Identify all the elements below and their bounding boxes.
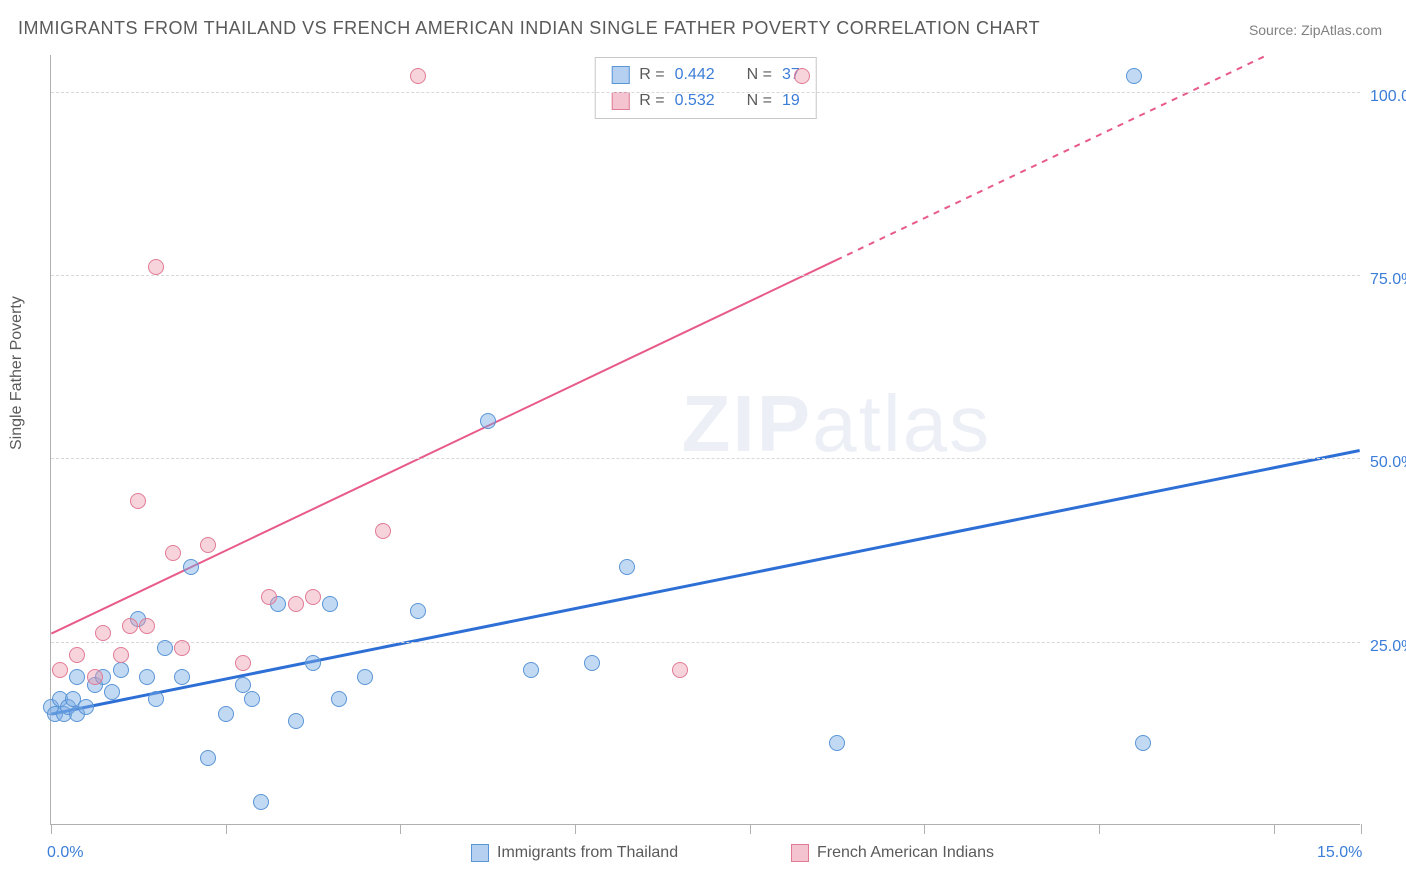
gridline — [51, 458, 1360, 459]
x-tick — [1274, 824, 1275, 834]
scatter-point-french — [113, 647, 129, 663]
x-tick — [575, 824, 576, 834]
y-tick-label: 100.0% — [1370, 88, 1406, 106]
scatter-point-thailand — [357, 669, 373, 685]
scatter-point-thailand — [200, 750, 216, 766]
scatter-point-french — [130, 493, 146, 509]
x-tick — [1361, 824, 1362, 834]
legend-swatch-blue — [611, 66, 629, 84]
scatter-point-french — [672, 662, 688, 678]
scatter-point-french — [69, 647, 85, 663]
scatter-point-thailand — [322, 596, 338, 612]
scatter-point-thailand — [253, 794, 269, 810]
x-tick — [750, 824, 751, 834]
scatter-point-french — [87, 669, 103, 685]
scatter-point-french — [261, 589, 277, 605]
x-tick — [1099, 824, 1100, 834]
legend-swatch-pink — [611, 92, 629, 110]
legend-bottom-thailand: Immigrants from Thailand — [471, 844, 678, 862]
scatter-point-french — [288, 596, 304, 612]
scatter-point-french — [139, 618, 155, 634]
legend-r-label: R = — [639, 66, 664, 84]
y-axis-label: Single Father Poverty — [8, 296, 26, 450]
scatter-point-thailand — [78, 699, 94, 715]
plot-area: ZIPatlas R =0.442N =37R =0.532N =19 25.0… — [50, 55, 1360, 825]
scatter-point-thailand — [218, 706, 234, 722]
trend-lines — [51, 55, 1360, 824]
scatter-point-thailand — [113, 662, 129, 678]
legend-n-label: N = — [747, 66, 772, 84]
source-label: Source: ZipAtlas.com — [1249, 22, 1382, 38]
legend-bottom-french: French American Indians — [791, 844, 994, 862]
scatter-point-thailand — [157, 640, 173, 656]
scatter-point-french — [174, 640, 190, 656]
scatter-point-french — [165, 545, 181, 561]
legend-row: R =0.442N =37 — [611, 62, 800, 88]
x-tick — [226, 824, 227, 834]
gridline — [51, 92, 1360, 93]
scatter-point-thailand — [183, 559, 199, 575]
scatter-point-french — [794, 68, 810, 84]
chart-title: IMMIGRANTS FROM THAILAND VS FRENCH AMERI… — [18, 18, 1040, 39]
x-tick-label: 0.0% — [47, 844, 83, 862]
y-tick-label: 75.0% — [1370, 271, 1406, 289]
scatter-point-thailand — [410, 603, 426, 619]
scatter-point-thailand — [244, 691, 260, 707]
scatter-point-thailand — [104, 684, 120, 700]
scatter-point-french — [375, 523, 391, 539]
legend-n-label: N = — [747, 92, 772, 110]
legend-swatch-icon — [791, 844, 809, 862]
scatter-point-thailand — [69, 669, 85, 685]
watermark-light: atlas — [812, 379, 991, 468]
scatter-point-thailand — [584, 655, 600, 671]
x-tick — [51, 824, 52, 834]
legend-box: R =0.442N =37R =0.532N =19 — [594, 57, 817, 119]
gridline — [51, 275, 1360, 276]
legend-series-label: French American Indians — [817, 844, 994, 862]
y-tick-label: 50.0% — [1370, 454, 1406, 472]
scatter-point-french — [52, 662, 68, 678]
legend-swatch-icon — [471, 844, 489, 862]
scatter-point-thailand — [305, 655, 321, 671]
legend-r-value: 0.442 — [675, 66, 715, 84]
scatter-point-thailand — [288, 713, 304, 729]
scatter-point-french — [305, 589, 321, 605]
scatter-point-thailand — [331, 691, 347, 707]
legend-series-label: Immigrants from Thailand — [497, 844, 678, 862]
scatter-point-thailand — [235, 677, 251, 693]
y-tick-label: 25.0% — [1370, 638, 1406, 656]
scatter-point-thailand — [480, 413, 496, 429]
x-tick — [924, 824, 925, 834]
scatter-point-thailand — [619, 559, 635, 575]
scatter-point-french — [410, 68, 426, 84]
scatter-point-french — [200, 537, 216, 553]
legend-r-label: R = — [639, 92, 664, 110]
scatter-point-french — [235, 655, 251, 671]
scatter-point-french — [148, 259, 164, 275]
gridline — [51, 642, 1360, 643]
x-tick-label: 15.0% — [1317, 844, 1362, 862]
scatter-point-french — [95, 625, 111, 641]
scatter-point-thailand — [139, 669, 155, 685]
scatter-point-thailand — [523, 662, 539, 678]
scatter-point-thailand — [148, 691, 164, 707]
scatter-point-thailand — [174, 669, 190, 685]
scatter-point-thailand — [1126, 68, 1142, 84]
watermark-bold: ZIP — [682, 379, 812, 468]
scatter-point-french — [122, 618, 138, 634]
x-tick — [400, 824, 401, 834]
watermark: ZIPatlas — [682, 378, 991, 470]
legend-r-value: 0.532 — [675, 92, 715, 110]
scatter-point-thailand — [829, 735, 845, 751]
legend-n-value: 19 — [782, 92, 800, 110]
scatter-point-thailand — [1135, 735, 1151, 751]
